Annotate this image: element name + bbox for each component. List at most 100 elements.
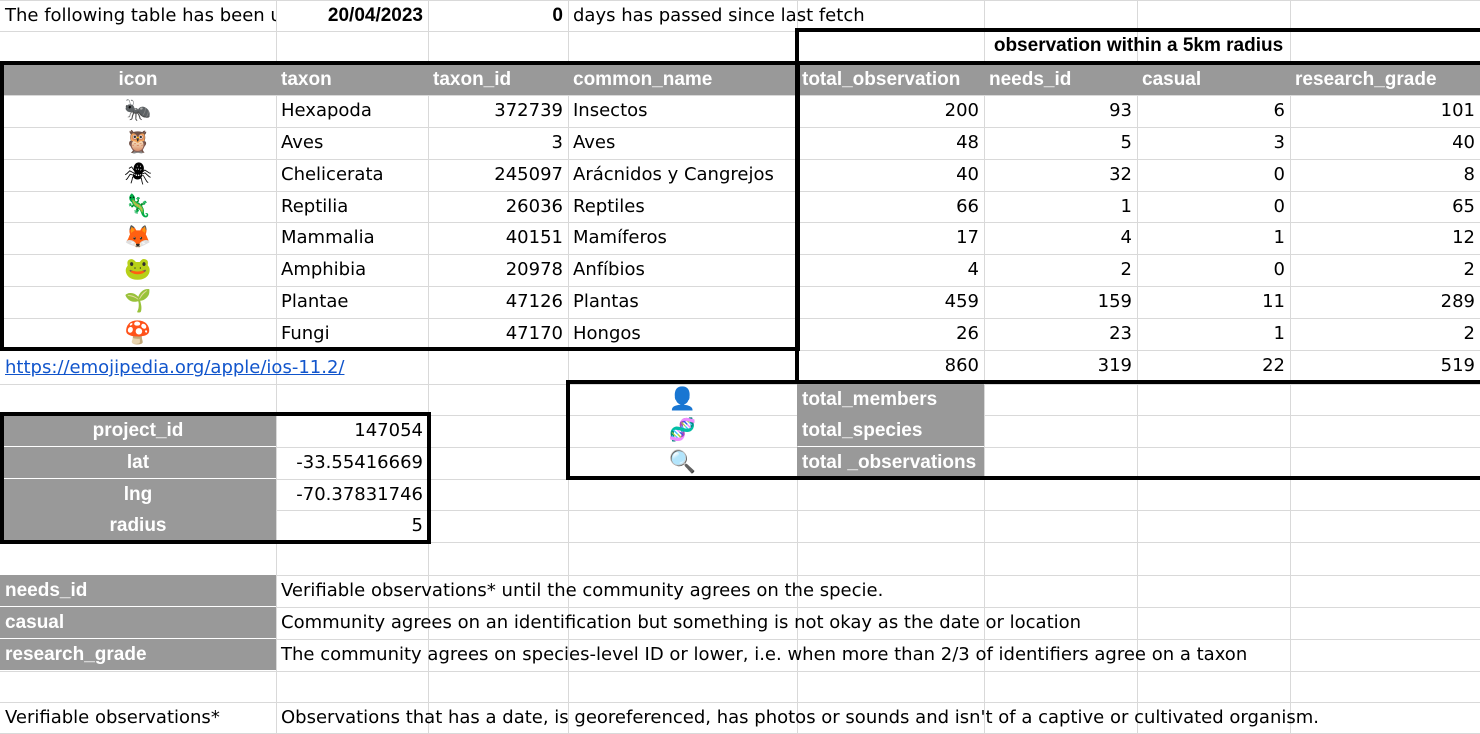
- header-taxon-id[interactable]: taxon_id: [428, 63, 568, 95]
- observation-radius-header[interactable]: observation within a 5km radius: [993, 35, 1284, 56]
- row-casual[interactable]: 1: [1273, 323, 1285, 344]
- needs-id-sum[interactable]: 319: [1097, 355, 1132, 376]
- header-casual[interactable]: casual: [1137, 63, 1290, 95]
- row-taxon[interactable]: Amphibia: [281, 259, 367, 280]
- total-species-label[interactable]: total_species: [797, 415, 984, 446]
- row-common-name[interactable]: Mamíferos: [573, 227, 667, 248]
- row-research-grade[interactable]: 65: [1452, 196, 1475, 217]
- header-needs-id[interactable]: needs_id: [984, 63, 1137, 95]
- total-members-label[interactable]: total_members: [797, 384, 984, 415]
- header-icon[interactable]: icon: [0, 63, 276, 95]
- fetch-date[interactable]: 20/04/2023: [327, 5, 423, 26]
- row-common-name[interactable]: Insectos: [573, 100, 648, 121]
- row-research-grade[interactable]: 2: [1463, 259, 1475, 280]
- row-research-grade[interactable]: 8: [1463, 164, 1475, 185]
- row-casual[interactable]: 0: [1273, 259, 1285, 280]
- row-casual[interactable]: 0: [1273, 196, 1285, 217]
- row-total-observation[interactable]: 459: [944, 291, 979, 312]
- row-common-name[interactable]: Anfíbios: [573, 259, 645, 280]
- row-needs-id[interactable]: 4: [1120, 227, 1132, 248]
- row-taxon[interactable]: Hexapoda: [281, 100, 372, 121]
- row-casual[interactable]: 6: [1273, 100, 1285, 121]
- row-taxon[interactable]: Reptilia: [281, 196, 349, 217]
- legend-needs-id-desc[interactable]: Verifiable observations* until the commu…: [281, 580, 884, 601]
- project-id-value[interactable]: 147054: [354, 420, 423, 441]
- row-needs-id[interactable]: 5: [1120, 132, 1132, 153]
- row-needs-id[interactable]: 2: [1120, 259, 1132, 280]
- row-taxon-id[interactable]: 3: [551, 132, 563, 153]
- status-note[interactable]: The following table has been u: [5, 5, 276, 26]
- row-taxon[interactable]: Mammalia: [281, 227, 375, 248]
- row-taxon[interactable]: Chelicerata: [281, 164, 384, 185]
- row-taxon[interactable]: Plantae: [281, 291, 349, 312]
- row-casual[interactable]: 0: [1273, 164, 1285, 185]
- days-label[interactable]: days has passed since last fetch: [573, 5, 865, 26]
- row-casual[interactable]: 3: [1273, 132, 1285, 153]
- grid-row-line: [0, 384, 1480, 385]
- row-total-observation[interactable]: 4: [967, 259, 979, 280]
- row-research-grade[interactable]: 12: [1452, 227, 1475, 248]
- grid-column-line: [984, 0, 985, 734]
- row-common-name[interactable]: Hongos: [573, 323, 641, 344]
- legend-research-grade-desc[interactable]: The community agrees on species-level ID…: [281, 644, 1248, 665]
- row-research-grade[interactable]: 289: [1440, 291, 1475, 312]
- days-count[interactable]: 0: [552, 5, 563, 26]
- grid-row-line: [0, 542, 1480, 543]
- row-needs-id[interactable]: 1: [1120, 196, 1132, 217]
- row-common-name[interactable]: Arácnidos y Cangrejos: [573, 164, 774, 185]
- row-total-observation[interactable]: 17: [956, 227, 979, 248]
- header-total-observation[interactable]: total_observation: [797, 63, 984, 95]
- row-needs-id[interactable]: 93: [1109, 100, 1132, 121]
- row-taxon-id[interactable]: 26036: [505, 196, 563, 217]
- row-taxon[interactable]: Aves: [281, 132, 324, 153]
- legend-needs-id-term[interactable]: needs_id: [0, 575, 276, 606]
- footnote-term[interactable]: Verifiable observations*: [5, 707, 220, 728]
- radius-value[interactable]: 5: [411, 515, 423, 536]
- lng-value[interactable]: -70.37831746: [296, 484, 423, 505]
- legend-research-grade-term[interactable]: research_grade: [0, 639, 276, 670]
- lat-value[interactable]: -33.55416669: [296, 452, 423, 473]
- radius-label[interactable]: radius: [0, 510, 276, 541]
- legend-casual-term[interactable]: casual: [0, 607, 276, 638]
- row-taxon[interactable]: Fungi: [281, 323, 330, 344]
- project-id-label[interactable]: project_id: [0, 415, 276, 446]
- header-taxon[interactable]: taxon: [276, 63, 428, 95]
- row-research-grade[interactable]: 40: [1452, 132, 1475, 153]
- row-total-observation[interactable]: 66: [956, 196, 979, 217]
- row-total-observation[interactable]: 26: [956, 323, 979, 344]
- grid-row-line: [0, 31, 1480, 32]
- total-observations-label[interactable]: total _observations: [797, 447, 984, 478]
- row-taxon-id[interactable]: 40151: [505, 227, 563, 248]
- row-common-name[interactable]: Reptiles: [573, 196, 645, 217]
- row-research-grade[interactable]: 2: [1463, 323, 1475, 344]
- row-taxon-id[interactable]: 372739: [494, 100, 563, 121]
- header-research-grade[interactable]: research_grade: [1290, 63, 1480, 95]
- row-common-name[interactable]: Aves: [573, 132, 616, 153]
- row-taxon-id[interactable]: 47170: [505, 323, 563, 344]
- grid-row-line: [0, 254, 1480, 255]
- row-total-observation[interactable]: 200: [944, 100, 979, 121]
- research-grade-sum[interactable]: 519: [1440, 355, 1475, 376]
- grid-row-line: [0, 127, 1480, 128]
- footnote-desc[interactable]: Observations that has a date, is georefe…: [281, 707, 1319, 728]
- row-total-observation[interactable]: 48: [956, 132, 979, 153]
- row-casual[interactable]: 11: [1262, 291, 1285, 312]
- row-taxon-id[interactable]: 245097: [494, 164, 563, 185]
- row-needs-id[interactable]: 23: [1109, 323, 1132, 344]
- row-research-grade[interactable]: 101: [1440, 100, 1475, 121]
- row-icon: 🐜: [124, 98, 152, 123]
- row-taxon-id[interactable]: 20978: [505, 259, 563, 280]
- row-taxon-id[interactable]: 47126: [505, 291, 563, 312]
- total-observation-sum[interactable]: 860: [944, 355, 979, 376]
- row-needs-id[interactable]: 32: [1109, 164, 1132, 185]
- row-common-name[interactable]: Plantas: [573, 291, 639, 312]
- row-total-observation[interactable]: 40: [956, 164, 979, 185]
- emojipedia-link[interactable]: https://emojipedia.org/apple/ios-11.2/: [5, 357, 345, 378]
- legend-casual-desc[interactable]: Community agrees on an identification bu…: [281, 612, 1082, 633]
- header-common-name[interactable]: common_name: [568, 63, 797, 95]
- lng-label[interactable]: lng: [0, 479, 276, 510]
- row-needs-id[interactable]: 159: [1097, 291, 1132, 312]
- lat-label[interactable]: lat: [0, 447, 276, 478]
- casual-sum[interactable]: 22: [1262, 355, 1285, 376]
- row-casual[interactable]: 1: [1273, 227, 1285, 248]
